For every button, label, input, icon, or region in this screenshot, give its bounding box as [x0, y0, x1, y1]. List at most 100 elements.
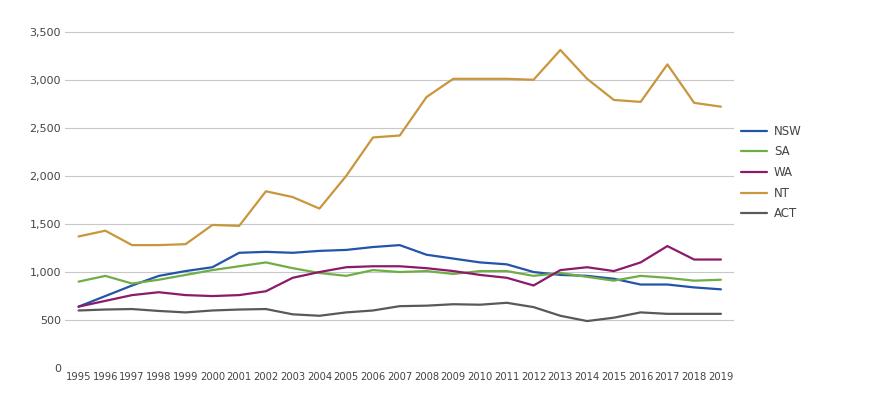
- NSW: [261, 249, 271, 254]
- WA: [662, 244, 673, 249]
- NT: [181, 242, 191, 247]
- NSW: [582, 273, 593, 278]
- NSW: [207, 265, 217, 270]
- WA: [689, 257, 700, 262]
- ACT: [73, 308, 83, 313]
- NSW: [635, 282, 646, 287]
- SA: [341, 273, 351, 278]
- SA: [181, 272, 191, 277]
- Line: NSW: NSW: [78, 245, 721, 307]
- NSW: [341, 248, 351, 253]
- ACT: [689, 311, 700, 316]
- NT: [395, 133, 405, 138]
- NSW: [689, 285, 700, 290]
- ACT: [154, 309, 164, 314]
- WA: [288, 275, 298, 280]
- ACT: [261, 307, 271, 312]
- ACT: [368, 308, 378, 313]
- WA: [207, 294, 217, 299]
- SA: [555, 270, 566, 275]
- NSW: [368, 245, 378, 250]
- Line: SA: SA: [78, 262, 721, 284]
- SA: [207, 267, 217, 272]
- SA: [261, 260, 271, 265]
- ACT: [716, 311, 726, 316]
- SA: [582, 274, 593, 279]
- WA: [154, 290, 164, 295]
- NT: [582, 76, 593, 81]
- NSW: [395, 243, 405, 248]
- WA: [261, 289, 271, 294]
- Line: WA: WA: [78, 246, 721, 307]
- NSW: [716, 287, 726, 292]
- SA: [73, 279, 83, 284]
- NT: [288, 195, 298, 200]
- SA: [689, 278, 700, 283]
- NT: [528, 77, 539, 82]
- NSW: [127, 283, 137, 288]
- ACT: [127, 307, 137, 312]
- NSW: [100, 294, 110, 299]
- SA: [501, 269, 512, 274]
- ACT: [341, 310, 351, 315]
- WA: [582, 265, 593, 270]
- WA: [315, 270, 325, 275]
- NT: [207, 223, 217, 228]
- WA: [555, 267, 566, 272]
- NT: [368, 135, 378, 140]
- NT: [100, 228, 110, 233]
- NT: [421, 94, 432, 99]
- WA: [474, 272, 485, 277]
- SA: [635, 273, 646, 278]
- ACT: [608, 315, 619, 320]
- NSW: [288, 250, 298, 255]
- NT: [448, 76, 459, 81]
- SA: [716, 277, 726, 282]
- NSW: [315, 248, 325, 253]
- WA: [421, 266, 432, 271]
- NT: [689, 100, 700, 105]
- WA: [528, 283, 539, 288]
- NT: [315, 206, 325, 211]
- WA: [234, 292, 244, 297]
- ACT: [582, 319, 593, 324]
- NT: [555, 47, 566, 52]
- SA: [288, 266, 298, 271]
- NSW: [154, 273, 164, 278]
- Legend: NSW, SA, WA, NT, ACT: NSW, SA, WA, NT, ACT: [741, 125, 802, 220]
- SA: [127, 281, 137, 286]
- WA: [73, 304, 83, 309]
- NSW: [528, 270, 539, 275]
- ACT: [395, 304, 405, 309]
- WA: [341, 265, 351, 270]
- ACT: [501, 300, 512, 305]
- ACT: [528, 305, 539, 310]
- WA: [501, 275, 512, 280]
- NSW: [73, 304, 83, 309]
- SA: [154, 277, 164, 282]
- SA: [448, 272, 459, 277]
- SA: [315, 270, 325, 275]
- NT: [127, 243, 137, 248]
- ACT: [635, 310, 646, 315]
- SA: [528, 273, 539, 278]
- NT: [234, 223, 244, 228]
- Line: ACT: ACT: [78, 303, 721, 321]
- Line: NT: NT: [78, 50, 721, 245]
- SA: [608, 278, 619, 283]
- ACT: [474, 302, 485, 307]
- NSW: [421, 252, 432, 257]
- NSW: [662, 282, 673, 287]
- WA: [448, 269, 459, 274]
- SA: [100, 273, 110, 278]
- ACT: [315, 313, 325, 318]
- WA: [100, 298, 110, 303]
- SA: [234, 264, 244, 269]
- WA: [635, 260, 646, 265]
- SA: [474, 269, 485, 274]
- WA: [127, 292, 137, 297]
- NT: [73, 234, 83, 239]
- WA: [395, 264, 405, 269]
- NSW: [181, 269, 191, 274]
- WA: [608, 269, 619, 274]
